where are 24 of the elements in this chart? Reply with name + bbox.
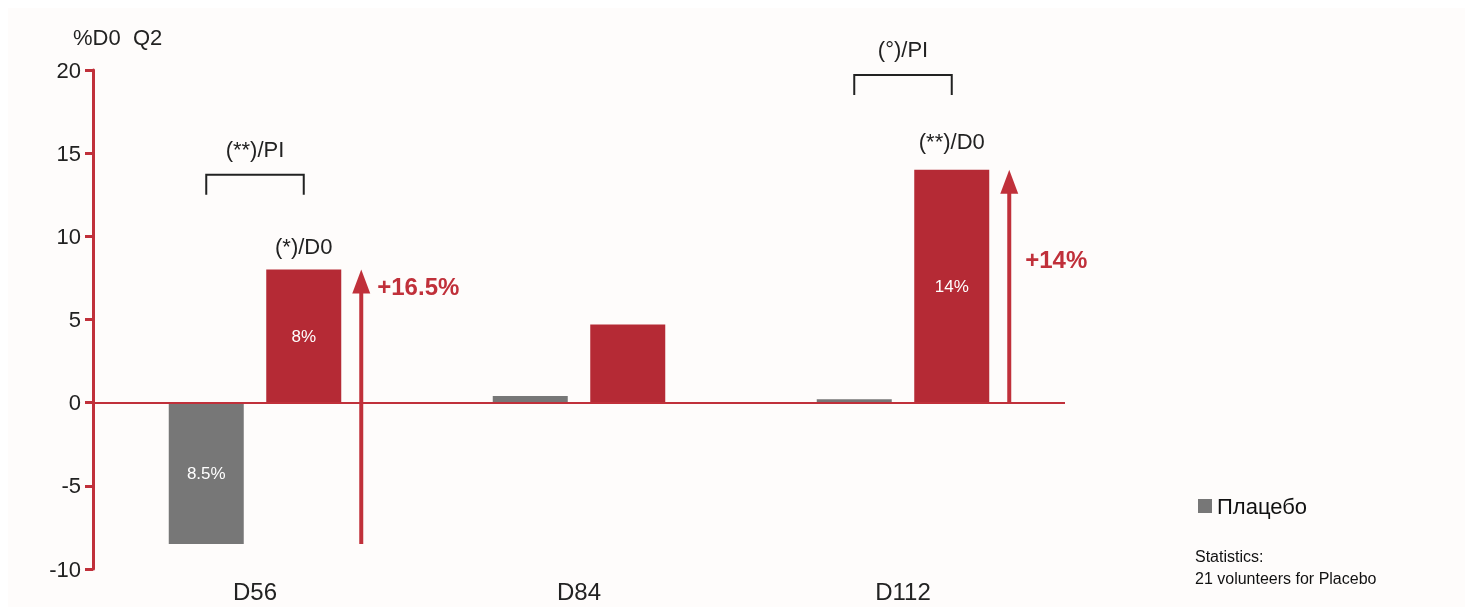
x-tick-label: D84 xyxy=(556,577,602,605)
annotation: +14% xyxy=(1025,246,1088,274)
annotation: +16.5% xyxy=(377,272,460,300)
data-label: 8% xyxy=(291,326,317,346)
annotation: 8.5% xyxy=(186,463,226,483)
y-tick-label: 0 xyxy=(68,390,81,416)
data-label: 14% xyxy=(934,276,969,296)
legend-label: Плацебо xyxy=(1217,493,1308,519)
annotation: (*)/D0 xyxy=(275,233,333,259)
y-tick-label: -10 xyxy=(49,556,81,582)
text: Statistics: xyxy=(1195,547,1264,565)
x-tick-label: D56 xyxy=(232,577,278,605)
y-tick-label: 10 xyxy=(56,223,81,249)
text: 21 volunteers for Placebo xyxy=(1195,569,1377,587)
annotation: (**)/PI xyxy=(225,137,285,163)
y-tick-label: -5 xyxy=(61,473,81,499)
y-axis-title: %D0 Q2 xyxy=(73,24,163,50)
text: (°)/PI xyxy=(877,37,929,63)
y-tick-label: 5 xyxy=(68,307,81,332)
annotation: (**)/D0 xyxy=(918,129,985,155)
y-tick-label: 15 xyxy=(56,140,81,166)
x-tick-label: D112 xyxy=(875,577,931,605)
bar xyxy=(168,402,244,545)
y-tick-label: 20 xyxy=(56,57,81,83)
